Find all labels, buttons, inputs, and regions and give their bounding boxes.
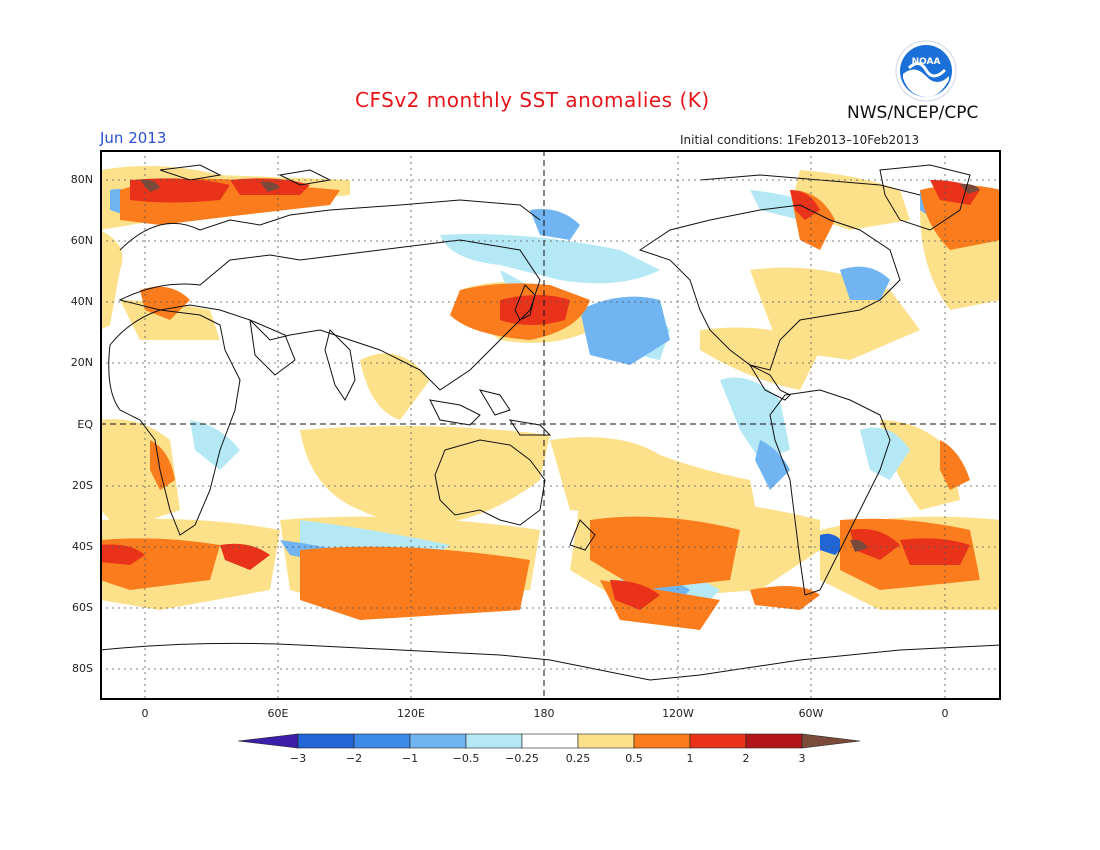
- logo-text: NOAA: [912, 57, 941, 67]
- equator-dateline: [100, 150, 1001, 700]
- colorbar: [238, 733, 861, 749]
- colorbar-low-arrow: [238, 733, 299, 749]
- lat-label: 40N: [70, 295, 93, 308]
- agency-label: NWS/NCEP/CPC: [847, 103, 979, 123]
- lat-label: 80N: [70, 173, 93, 186]
- lat-label: 60N: [70, 234, 93, 247]
- colorbar-label: −0.5: [452, 752, 480, 765]
- sst-anomaly-map: [100, 150, 1001, 700]
- anomaly-cold-strong: [820, 533, 845, 555]
- lat-label: 80S: [72, 662, 93, 675]
- colorbar-label: 3: [798, 752, 806, 765]
- colorbar-label: 0.25: [565, 752, 591, 765]
- lat-label: 60S: [72, 601, 93, 614]
- colorbar-label: −0.25: [505, 752, 539, 765]
- valid-month: Jun 2013: [100, 129, 167, 147]
- map-frame: [100, 150, 1001, 700]
- colorbar-label: 2: [742, 752, 750, 765]
- initial-conditions: Initial conditions: 1Feb2013–10Feb2013: [680, 133, 920, 147]
- lon-label: 0: [941, 707, 949, 720]
- colorbar-label: 0.5: [625, 752, 643, 765]
- lon-label: 180: [533, 707, 555, 720]
- lon-label: 120W: [662, 707, 694, 720]
- lon-label: 0: [141, 707, 149, 720]
- colorbar-label: −1: [401, 752, 419, 765]
- lon-label: 60E: [267, 707, 289, 720]
- anomaly-extreme: [140, 179, 980, 552]
- noaa-logo: NOAA: [895, 40, 957, 102]
- lat-label: 40S: [72, 540, 93, 553]
- lat-label: EQ: [77, 418, 93, 431]
- lon-label: 60W: [798, 707, 824, 720]
- coastlines: [100, 164, 1001, 681]
- colorbar-high-arrow: [801, 733, 861, 749]
- map-title: CFSv2 monthly SST anomalies (K): [355, 88, 710, 112]
- gridlines: [100, 150, 1001, 700]
- lat-label: 20N: [70, 356, 93, 369]
- lon-label: 120E: [397, 707, 425, 720]
- colorbar-label: −2: [345, 752, 363, 765]
- colorbar-label: −3: [289, 752, 307, 765]
- lat-label: 20S: [72, 479, 93, 492]
- colorbar-label: 1: [686, 752, 694, 765]
